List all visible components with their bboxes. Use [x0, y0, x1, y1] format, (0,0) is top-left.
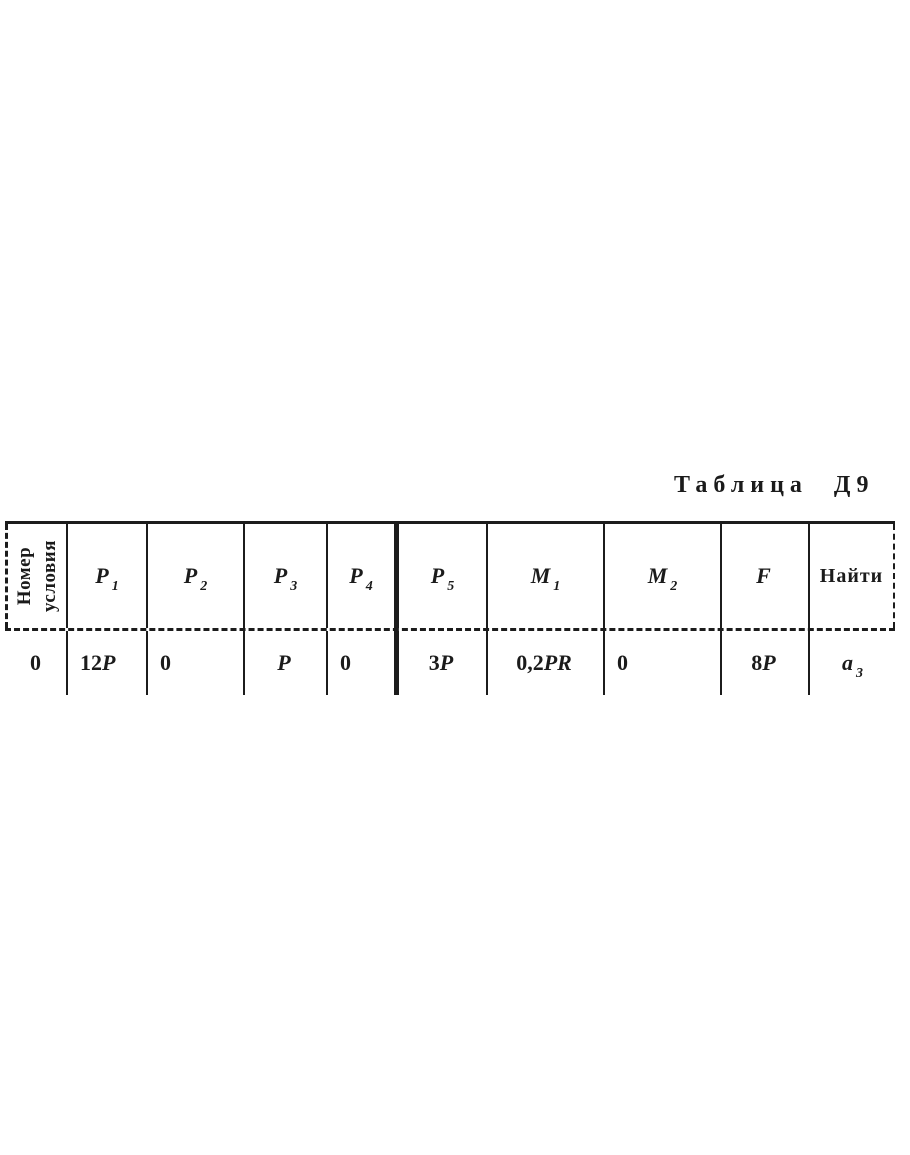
header-symbol: P	[95, 563, 109, 588]
header-subscript: 5	[447, 579, 455, 594]
header-symbol: M	[530, 563, 551, 588]
header-cell-f: F	[722, 524, 810, 628]
header-symbol: M	[647, 563, 668, 588]
data-cell-p4: 0	[328, 631, 397, 695]
header-subscript: 3	[290, 579, 298, 594]
data-cell-p2: 0	[148, 631, 245, 695]
header-cell-find: Найти	[810, 524, 895, 628]
rotated-header-label: Номер условия	[12, 540, 62, 612]
header-subscript: 1	[111, 579, 119, 594]
find-column-label: Найти	[819, 564, 884, 587]
header-subscript: 1	[553, 579, 561, 594]
header-symbol: P	[349, 563, 363, 588]
data-cell-p1: 12P	[68, 631, 148, 695]
data-cell-p5: 3P	[397, 631, 488, 695]
header-symbol: P	[273, 563, 288, 588]
header-cell-row-number: Номер условия	[5, 524, 68, 628]
header-symbol: P	[183, 563, 198, 588]
data-cell-row-number: 0	[5, 631, 68, 695]
corner-line-1: Номер	[14, 546, 35, 606]
header-subscript: 2	[670, 579, 678, 594]
row-number-value: 0	[30, 650, 41, 675]
header-subscript: 2	[200, 579, 208, 594]
header-subscript: 4	[365, 579, 373, 594]
corner-line-2: условия	[39, 539, 60, 613]
table-caption: Таблица Д9	[674, 472, 875, 498]
header-symbol: F	[756, 563, 771, 588]
data-cell-f: 8P	[722, 631, 810, 695]
header-symbol: P	[430, 563, 445, 588]
data-cell-p3: P	[245, 631, 328, 695]
data-cell-m2: 0	[605, 631, 722, 695]
data-cell-m1: 0,2PR	[488, 631, 605, 695]
